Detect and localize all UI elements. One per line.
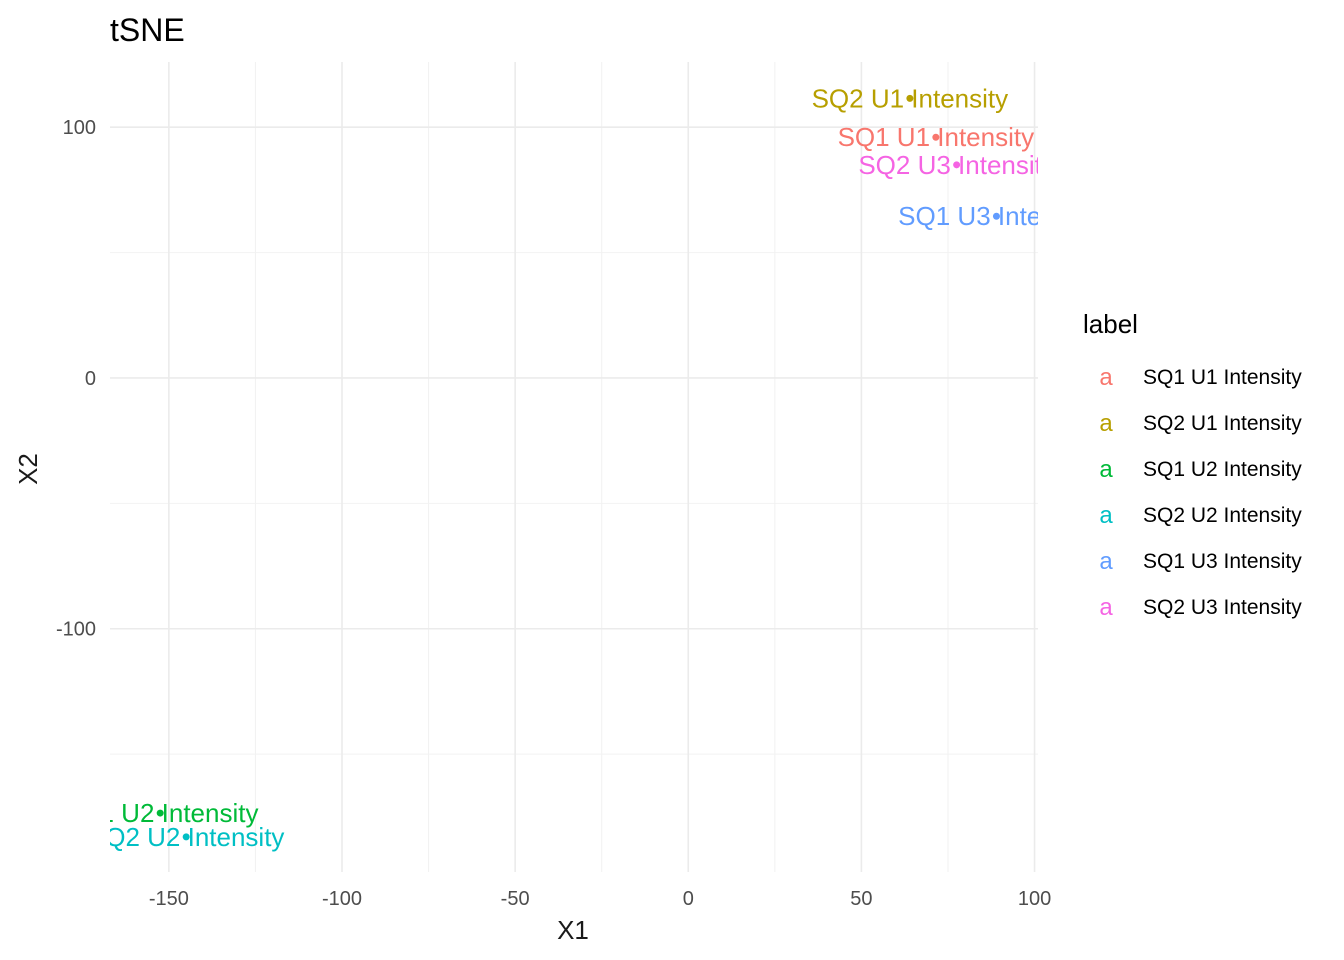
legend-items: a SQ1 U1 Intensity a SQ2 U1 Intensity a SQ1 U… xyxy=(1099,364,1302,621)
point-label: SQ1 U1 Intensity xyxy=(838,122,1035,152)
data-point xyxy=(992,212,1000,220)
point-label: SQ2 U2 Intensity xyxy=(88,822,285,852)
point-label: SQ2 U1 Intensity xyxy=(812,83,1009,113)
legend-key-icon: a xyxy=(1099,502,1113,529)
minor-gridlines xyxy=(110,62,1038,872)
point-label: SQ2 U3 Intensity xyxy=(858,150,1055,180)
x-axis-title: X1 xyxy=(557,915,589,945)
legend-key-icon: a xyxy=(1099,456,1113,483)
legend-item-label: SQ1 U3 Intensity xyxy=(1143,550,1302,573)
x-tick-label: 100 xyxy=(1018,888,1051,910)
data-point xyxy=(953,161,961,169)
data-point xyxy=(906,94,914,102)
y-axis-title: X2 xyxy=(13,453,43,485)
y-tick-label: -100 xyxy=(56,619,96,641)
y-axis-tick-labels: 100 0 -100 xyxy=(56,117,96,641)
legend-title: label xyxy=(1083,309,1138,339)
y-tick-label: 100 xyxy=(63,117,96,139)
x-tick-label: -100 xyxy=(322,888,362,910)
scatter-points xyxy=(156,94,1000,841)
legend-item-label: SQ1 U1 Intensity xyxy=(1143,366,1302,389)
legend-key-icon: a xyxy=(1099,594,1113,621)
legend-item-label: SQ2 U3 Intensity xyxy=(1143,596,1302,619)
x-tick-label: -50 xyxy=(501,888,530,910)
data-point xyxy=(932,133,940,141)
point-labels: SQ1 U1 Intensity SQ2 U1 Intensity SQ1 U2 I… xyxy=(62,83,1095,852)
point-label: SQ1 U3 Intensity xyxy=(898,201,1095,231)
major-gridlines xyxy=(110,62,1038,872)
legend-item-label: SQ2 U1 Intensity xyxy=(1143,412,1302,435)
legend-item-label: SQ2 U2 Intensity xyxy=(1143,504,1302,527)
x-tick-label: -150 xyxy=(149,888,189,910)
legend-item-label: SQ1 U2 Intensity xyxy=(1143,458,1302,481)
chart-title: tSNE xyxy=(110,12,185,48)
legend: label a SQ1 U1 Intensity a SQ2 U1 Intensity… xyxy=(1083,309,1302,621)
point-label: SQ1 U2 Intensity xyxy=(62,798,259,828)
data-point xyxy=(182,833,190,841)
legend-key-icon: a xyxy=(1099,364,1113,391)
y-tick-label: 0 xyxy=(85,368,96,390)
legend-key-icon: a xyxy=(1099,548,1113,575)
x-tick-label: 0 xyxy=(683,888,694,910)
data-point xyxy=(156,809,164,817)
legend-key-icon: a xyxy=(1099,410,1113,437)
x-tick-label: 50 xyxy=(850,888,872,910)
x-axis-tick-labels: -150 -100 -50 0 50 100 xyxy=(149,888,1051,910)
